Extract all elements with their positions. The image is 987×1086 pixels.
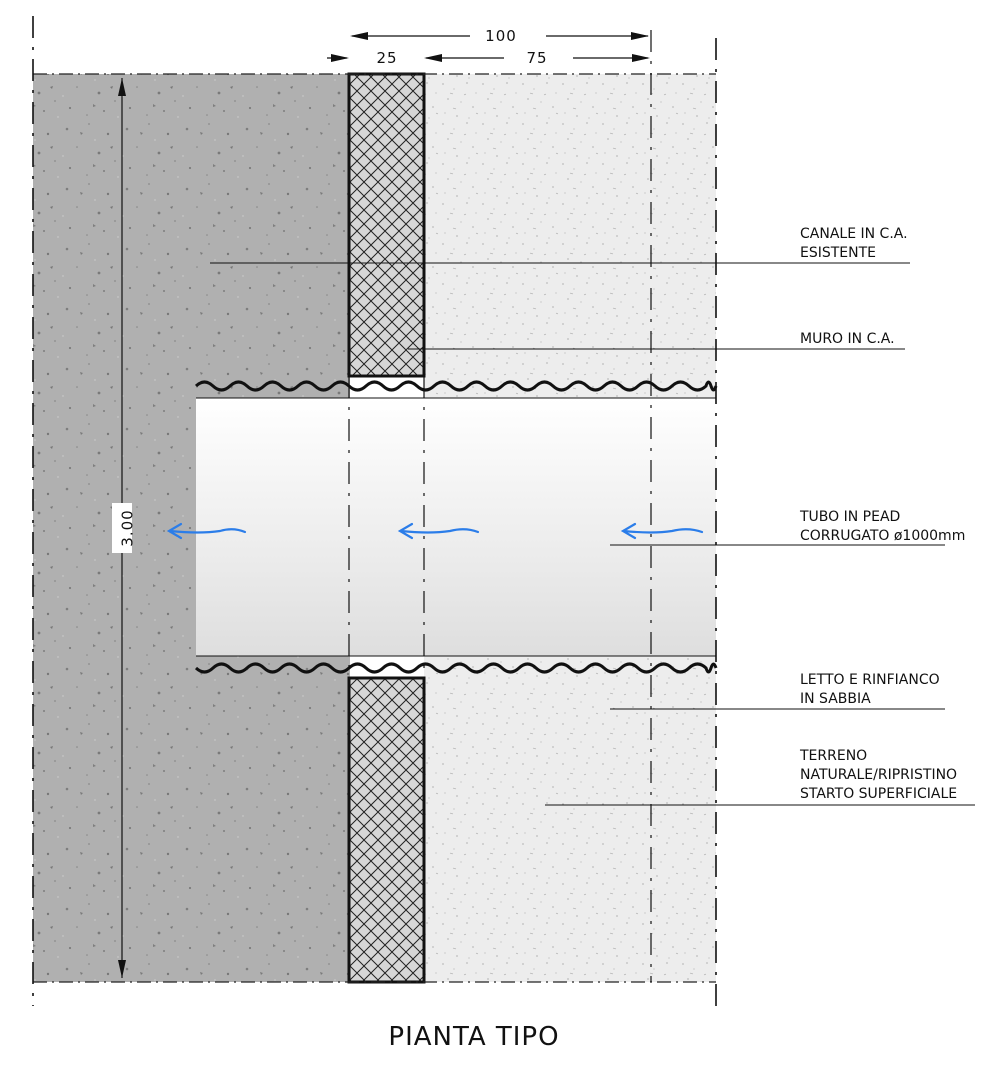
total-width-label: 100	[485, 27, 517, 45]
pipe-corrugation-bottom	[194, 662, 718, 674]
right-part-label: 75	[526, 49, 547, 67]
label-muro: MURO IN C.A.	[800, 331, 895, 347]
label-letto-line1: LETTO E RINFIANCO	[800, 672, 940, 688]
length-label: 3.00	[119, 509, 137, 546]
total-width-arrow-left	[350, 32, 368, 40]
drawing-title: PIANTA TIPO	[388, 1022, 559, 1052]
total-width-arrow-right	[631, 32, 649, 40]
label-tubo-line1: TUBO IN PEAD	[799, 509, 900, 525]
right-dim-arrow-right	[632, 54, 650, 62]
label-terreno-line3: STARTO SUPERFICIALE	[800, 786, 957, 802]
pipe-body	[196, 398, 716, 656]
label-tubo-line2: CORRUGATO ø1000mm	[800, 528, 965, 544]
wall-upper	[347, 72, 426, 378]
flow-arrow-middle	[397, 522, 480, 540]
length-arrow-top	[118, 78, 126, 96]
wall-dim-arrow	[331, 54, 349, 62]
label-canale-line2: ESISTENTE	[800, 245, 876, 261]
label-canale-line1: CANALE IN C.A.	[800, 226, 908, 242]
length-label-bg	[112, 503, 132, 553]
right-dim-arrow-left	[424, 54, 442, 62]
wall-lower	[347, 676, 426, 984]
label-terreno-line2: NATURALE/RIPRISTINO	[800, 767, 957, 783]
flow-arrow-left	[166, 522, 247, 540]
pipe-corrugation-top	[194, 380, 718, 392]
label-letto-line2: IN SABBIA	[800, 691, 871, 707]
wall-thickness-label: 25	[376, 49, 397, 67]
label-terreno-line1: TERRENO	[799, 748, 867, 764]
flow-arrow-right	[620, 522, 704, 540]
length-arrow-bottom	[118, 960, 126, 978]
